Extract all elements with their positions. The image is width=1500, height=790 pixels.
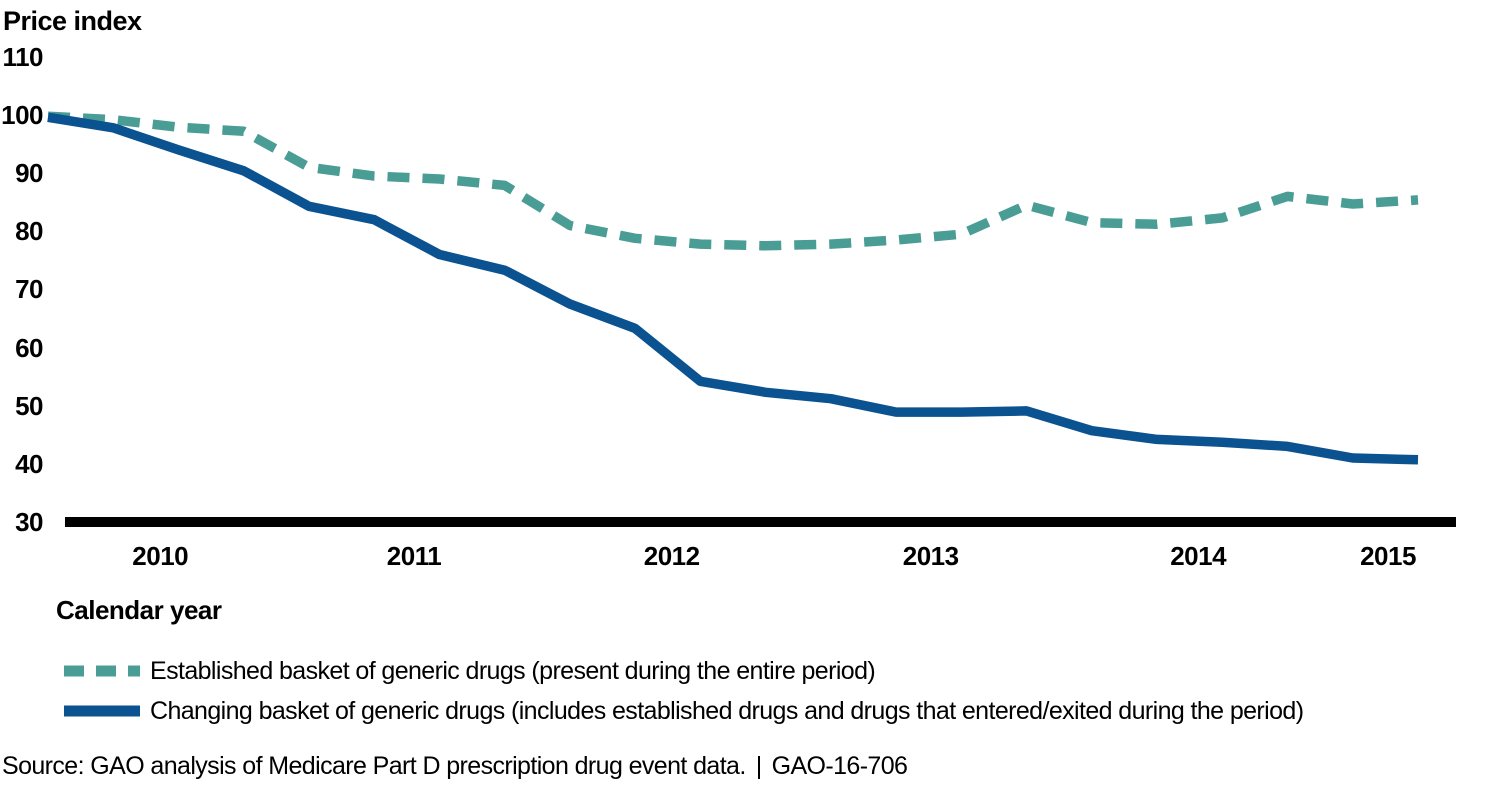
y-tick-label: 50: [15, 390, 43, 421]
y-tick-label: 100: [1, 100, 43, 130]
source-separator: |: [755, 752, 762, 780]
x-tick-label: 2014: [1170, 541, 1227, 571]
x-tick-label: 2012: [643, 541, 700, 571]
y-tick-label: 40: [15, 448, 43, 479]
y-tick-label: 110: [2, 41, 44, 72]
plot-area: [47, 111, 1456, 527]
source-text: Source: GAO analysis of Medicare Part D …: [2, 752, 746, 780]
y-tick-label: 70: [15, 274, 43, 305]
legend-label-established: Established basket of generic drugs (pre…: [150, 656, 876, 685]
y-tick-label: 60: [15, 332, 43, 363]
y-axis-title: Price index: [3, 6, 142, 36]
series-line-changing: [47, 112, 1419, 465]
x-tick-label: 2015: [1360, 541, 1416, 571]
solid-line-swatch-icon: [64, 705, 140, 717]
x-axis-line: [65, 517, 1456, 527]
dashed-line-swatch-icon: [64, 665, 140, 677]
source-note: Source: GAO analysis of Medicare Part D …: [2, 752, 908, 781]
series-line-established: [47, 111, 1419, 251]
y-tick-label: 90: [15, 158, 43, 189]
legend-item-established: Established basket of generic drugs (pre…: [64, 651, 1303, 691]
y-tick-label: 30: [15, 507, 43, 537]
legend: Established basket of generic drugs (pre…: [64, 651, 1304, 731]
report-number: GAO-16-706: [771, 752, 908, 780]
y-tick-label: 80: [15, 216, 43, 247]
x-tick-label: 2013: [902, 541, 959, 571]
x-tick-label: 2010: [132, 541, 189, 571]
x-tick-label: 2011: [386, 541, 442, 571]
legend-item-changing: Changing basket of generic drugs (includ…: [64, 691, 1304, 731]
x-axis-title: Calendar year: [56, 595, 222, 625]
legend-label-changing: Changing basket of generic drugs (includ…: [150, 696, 1304, 725]
